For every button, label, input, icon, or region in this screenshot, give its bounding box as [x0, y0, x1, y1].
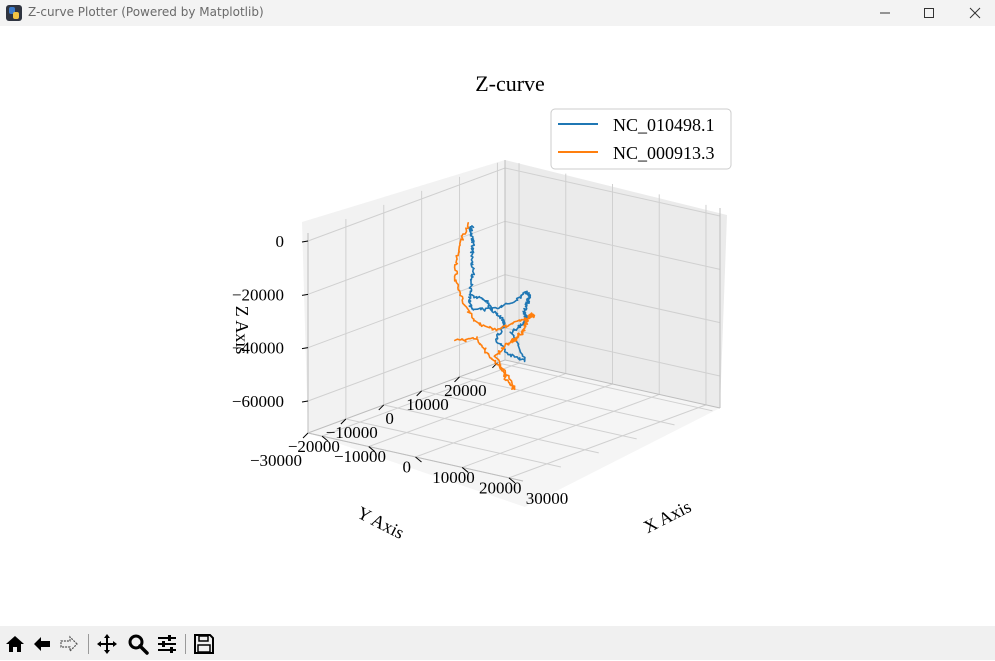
z-tick-mark: [301, 293, 309, 296]
z-tick-label: −20000: [232, 285, 284, 304]
series-line-2: [453, 222, 536, 391]
z-axis-label: Z Axis: [232, 306, 252, 355]
pan-button[interactable]: [95, 632, 119, 656]
y-tick-mark: [340, 418, 347, 425]
pane-right: [505, 160, 727, 408]
pane-left: [302, 160, 505, 433]
x-tick-mark: [368, 446, 376, 452]
forward-button[interactable]: [57, 632, 81, 656]
series-line-1: [467, 225, 532, 363]
z-tick-label: 0: [276, 232, 285, 251]
close-button[interactable]: [952, 0, 995, 26]
y-tick-label: −30000: [250, 451, 302, 470]
minimize-icon: [880, 12, 890, 14]
x-tick-label: 10000: [432, 468, 475, 487]
data-series: [453, 222, 536, 391]
y-tick-label: 20000: [444, 381, 487, 400]
x-tick-label: 0: [403, 458, 412, 477]
configure-subplots-button[interactable]: [155, 632, 179, 656]
save-button[interactable]: [192, 632, 216, 656]
close-icon: [969, 7, 981, 19]
back-button[interactable]: [30, 632, 54, 656]
x-tick-mark: [415, 456, 422, 463]
x-tick-mark: [461, 467, 469, 473]
z-tick-label: −40000: [232, 339, 284, 358]
z-tick-mark: [301, 240, 309, 243]
legend-label-1: NC_010498.1: [613, 115, 715, 135]
axis-ticks: −10000010000200003000020000100000−10000−…: [232, 232, 568, 508]
z-tick-mark: [301, 347, 309, 350]
y-tick-mark: [416, 390, 423, 397]
legend: NC_010498.1 NC_000913.3: [550, 108, 732, 170]
axis-edge: [504, 359, 721, 409]
chart-title: Z-curve: [475, 71, 545, 96]
x-axis-label: X Axis: [640, 496, 694, 537]
x-tick-mark: [321, 435, 329, 442]
navigation-toolbar: [0, 626, 995, 660]
window-title: Z-curve Plotter (Powered by Matplotlib): [28, 5, 264, 19]
y-tick-label: −10000: [326, 423, 378, 442]
plot-canvas[interactable]: −10000010000200003000020000100000−10000−…: [0, 26, 995, 626]
toolbar-separator: [185, 634, 186, 654]
save-icon: [194, 634, 214, 654]
x-tick-label: 30000: [526, 489, 569, 508]
maximize-icon: [924, 8, 934, 18]
y-tick-mark: [378, 404, 385, 411]
python-icon: [6, 5, 22, 21]
home-icon: [6, 636, 24, 652]
x-tick-mark: [508, 477, 516, 484]
forward-icon: [60, 635, 78, 653]
zoom-button[interactable]: [126, 632, 150, 656]
home-button[interactable]: [3, 632, 27, 656]
pan-icon: [97, 634, 117, 654]
y-tick-mark: [302, 432, 309, 439]
window-titlebar: Z-curve Plotter (Powered by Matplotlib): [0, 0, 995, 26]
y-tick-label: −20000: [288, 437, 340, 456]
x-tick-label: 20000: [479, 478, 522, 497]
z-tick-mark: [301, 400, 309, 403]
maximize-button[interactable]: [906, 0, 952, 26]
zoom-icon: [128, 634, 149, 655]
axis-edge: [307, 359, 506, 434]
toolbar-separator: [88, 634, 89, 654]
minimize-button[interactable]: [862, 0, 908, 26]
z-tick-label: −60000: [232, 392, 284, 411]
back-icon: [34, 637, 50, 651]
x-tick-label: −10000: [334, 447, 386, 466]
y-axis-label: Y Axis: [354, 502, 407, 542]
y-tick-label: 0: [385, 409, 394, 428]
y-tick-label: 10000: [406, 395, 449, 414]
legend-label-2: NC_000913.3: [613, 143, 715, 163]
y-tick-mark: [454, 376, 460, 383]
configure-subplots-icon: [158, 635, 176, 653]
